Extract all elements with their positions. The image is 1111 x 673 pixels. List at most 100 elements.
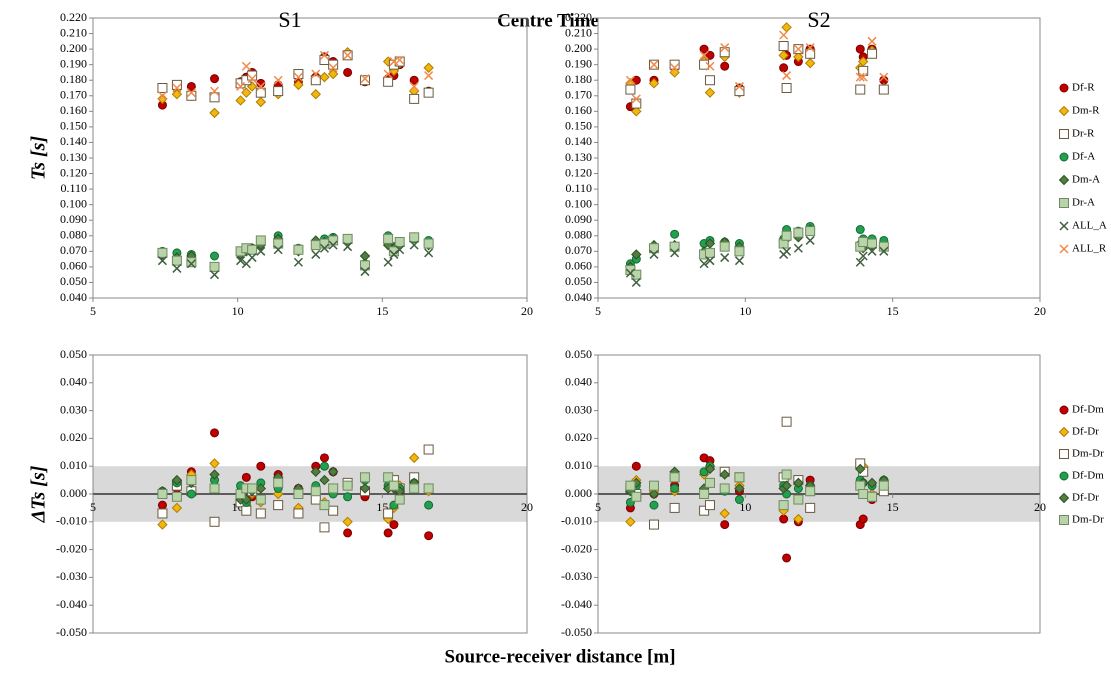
marker	[855, 84, 866, 95]
marker	[867, 48, 878, 59]
marker	[1059, 83, 1069, 93]
marker	[669, 59, 680, 70]
marker	[319, 474, 330, 486]
marker	[343, 492, 353, 502]
marker	[779, 63, 789, 73]
marker	[389, 249, 399, 259]
marker	[247, 244, 258, 255]
marker	[328, 240, 338, 250]
marker	[171, 255, 182, 266]
marker	[255, 508, 266, 519]
marker	[408, 452, 420, 464]
marker	[273, 75, 283, 85]
marker	[343, 50, 353, 60]
marker	[255, 235, 266, 246]
marker	[319, 461, 329, 471]
marker	[389, 57, 399, 67]
y-tick-label: 0.180	[60, 72, 87, 86]
marker	[255, 494, 266, 505]
legend-label: Dm-Dr	[1072, 514, 1104, 526]
y-tick-label: 0.090	[60, 212, 87, 226]
marker	[209, 86, 220, 96]
marker	[293, 244, 304, 255]
marker	[781, 230, 792, 241]
marker	[705, 50, 715, 60]
marker	[383, 76, 394, 87]
y-tick-label: 0.150	[565, 119, 592, 133]
marker	[867, 491, 878, 502]
marker	[719, 469, 730, 480]
marker	[858, 514, 868, 524]
marker	[648, 480, 659, 491]
marker	[256, 246, 266, 256]
marker	[255, 96, 267, 108]
marker	[734, 246, 745, 257]
marker	[186, 489, 196, 499]
y-axis-label: Ts [s]	[28, 136, 50, 181]
marker	[670, 229, 680, 239]
y-tick-label: 0.120	[60, 165, 87, 179]
marker	[172, 83, 182, 93]
marker	[878, 241, 889, 252]
marker	[171, 89, 183, 100]
marker	[423, 62, 434, 73]
marker	[359, 75, 370, 86]
y-tick-label: 0.200	[565, 41, 592, 55]
marker	[858, 251, 868, 261]
y-tick-label: 0.070	[565, 243, 592, 257]
marker	[171, 502, 183, 514]
x-tick-label: 15	[376, 304, 388, 318]
marker	[734, 86, 745, 97]
marker	[383, 257, 393, 267]
x-tick-label: 5	[90, 500, 96, 514]
marker	[293, 79, 304, 91]
marker	[209, 261, 220, 272]
x-tick-label: 10	[232, 304, 244, 318]
y-tick-label: 0.070	[60, 243, 87, 257]
y-tick-label: 0.140	[60, 134, 87, 148]
marker	[705, 256, 715, 266]
marker	[699, 50, 709, 60]
y-tick-label: -0.050	[56, 625, 87, 639]
marker	[793, 51, 804, 63]
marker	[241, 61, 251, 71]
marker	[878, 480, 889, 491]
marker	[649, 500, 659, 510]
marker	[394, 494, 405, 505]
marker	[256, 461, 266, 471]
x-tick-label: 5	[595, 304, 601, 318]
marker	[793, 477, 804, 489]
legend-label: Dr-R	[1072, 128, 1095, 140]
y-tick-label: 0.190	[565, 56, 592, 70]
marker	[720, 61, 730, 71]
marker	[424, 531, 434, 541]
y-tick-label: 0.050	[565, 347, 592, 361]
marker	[360, 267, 370, 277]
marker	[779, 30, 789, 40]
marker	[311, 69, 321, 79]
marker	[389, 520, 399, 530]
marker	[1059, 405, 1069, 415]
marker	[327, 68, 339, 80]
marker	[235, 489, 246, 499]
marker	[241, 505, 252, 516]
marker	[648, 78, 660, 89]
marker	[648, 243, 659, 254]
marker	[273, 86, 284, 97]
marker	[719, 241, 730, 252]
marker	[670, 248, 680, 258]
marker	[424, 248, 434, 258]
marker	[781, 480, 792, 491]
y-tick-label: -0.030	[56, 569, 87, 583]
marker	[209, 458, 220, 469]
marker	[319, 71, 330, 83]
marker	[210, 74, 220, 84]
marker	[319, 522, 330, 533]
marker	[699, 59, 710, 70]
x-tick-label: 5	[595, 500, 601, 514]
marker	[855, 225, 865, 235]
marker	[293, 69, 304, 79]
marker	[409, 93, 420, 104]
marker	[631, 98, 642, 109]
